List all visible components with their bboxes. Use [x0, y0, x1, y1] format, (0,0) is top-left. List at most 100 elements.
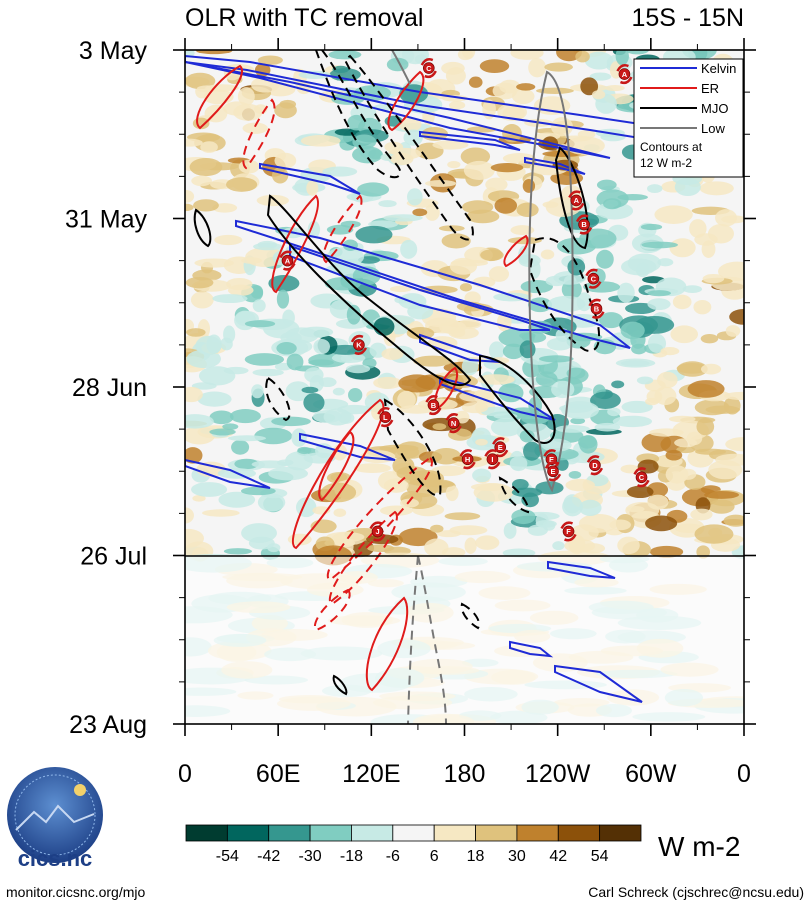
y-tick-label: 28 Jun	[72, 374, 147, 402]
tc-marker: K	[350, 334, 368, 355]
olr-cell	[200, 141, 218, 153]
low-frequency-contour	[407, 555, 419, 724]
mjo-contour	[265, 376, 291, 422]
olr-cell	[464, 291, 481, 305]
forecast-region	[185, 556, 744, 724]
olr-cell	[432, 140, 469, 150]
y-tick-label: 23 Aug	[69, 711, 147, 739]
olr-cell	[299, 326, 334, 338]
olr-cell	[641, 241, 678, 249]
tc-letter: J	[375, 527, 379, 536]
olr-cell	[708, 460, 743, 480]
olr-cell	[708, 499, 735, 514]
tc-letter: H	[465, 455, 470, 464]
olr-cell	[447, 160, 461, 169]
olr-cell	[185, 447, 203, 464]
olr-cell	[227, 435, 267, 442]
legend-label: ER	[701, 81, 719, 96]
olr-cell	[637, 459, 659, 474]
olr-cell	[234, 458, 259, 470]
olr-cell	[488, 341, 505, 360]
olr-cell	[580, 77, 599, 96]
olr-cell	[561, 401, 600, 420]
olr-cell	[499, 79, 521, 94]
tc-letter: C	[426, 64, 432, 73]
olr-cell	[332, 65, 350, 74]
olr-cell	[257, 55, 283, 65]
colorbar-unit: W m-2	[658, 831, 740, 862]
olr-cell	[218, 491, 256, 508]
tc-letter: L	[383, 413, 388, 422]
olr-cell	[647, 298, 671, 311]
olr-cell	[397, 390, 416, 409]
tc-marker: E	[492, 437, 509, 458]
tc-marker: C	[633, 467, 650, 488]
olr-cell	[522, 178, 536, 193]
tc-letter: E	[549, 455, 554, 464]
olr-cell	[670, 325, 699, 344]
low-frequency-contour	[417, 555, 447, 724]
tc-marker: B	[575, 214, 593, 235]
olr-cell	[665, 465, 689, 484]
olr-cell	[649, 428, 684, 437]
tc-marker: A	[279, 250, 296, 271]
x-tick-label: 0	[178, 760, 192, 788]
olr-cell	[464, 537, 477, 554]
olr-cell	[328, 50, 362, 60]
olr-cell	[723, 396, 741, 415]
olr-cell	[450, 327, 466, 338]
olr-cell	[193, 199, 219, 212]
olr-cell	[432, 423, 447, 430]
olr-cell	[444, 512, 481, 521]
olr-cell	[702, 273, 725, 284]
olr-cell	[677, 361, 708, 377]
olr-cell	[252, 299, 266, 313]
olr-cell	[669, 238, 696, 258]
olr-cell	[399, 498, 419, 508]
colorbar-swatch	[309, 824, 352, 842]
olr-cell	[725, 437, 744, 452]
olr-cell	[535, 87, 574, 94]
olr-cell	[583, 281, 621, 293]
olr-cell	[373, 317, 395, 336]
olr-cell	[565, 478, 595, 492]
olr-cell	[568, 471, 582, 479]
olr-cell	[276, 289, 290, 309]
olr-cell	[596, 179, 617, 191]
olr-cell	[223, 548, 252, 555]
olr-cell	[190, 291, 214, 309]
olr-cell	[185, 414, 214, 429]
olr-cell	[214, 234, 243, 246]
olr-cell	[347, 114, 366, 131]
olr-cell	[611, 380, 625, 389]
olr-cell	[607, 407, 621, 417]
colorbar-swatch	[557, 824, 601, 842]
tc-letter: N	[451, 419, 456, 428]
olr-cell	[226, 177, 258, 192]
colorbar-swatch	[599, 824, 642, 842]
colorbar-swatch	[475, 824, 518, 842]
olr-cell	[244, 353, 285, 366]
olr-cell	[251, 460, 288, 469]
olr-cell	[274, 152, 297, 169]
olr-cell	[198, 366, 236, 386]
olr-cell	[523, 441, 541, 461]
olr-cell	[194, 258, 235, 268]
olr-cell	[516, 202, 539, 218]
olr-cell	[185, 276, 214, 289]
logo-text: cics.nc	[18, 846, 93, 871]
olr-cell	[620, 464, 640, 474]
y-tick-label: 3 May	[79, 37, 148, 65]
olr-cell	[625, 50, 649, 55]
er-contour	[271, 194, 319, 294]
olr-cell	[253, 242, 283, 251]
region-label: 15S - 15N	[631, 4, 744, 32]
olr-cell	[468, 76, 483, 88]
mjo-contour	[314, 50, 402, 179]
olr-cell	[567, 258, 586, 276]
olr-cell	[274, 102, 297, 119]
olr-cell	[579, 499, 602, 516]
tc-letter: C	[591, 274, 597, 283]
kelvin-contour	[185, 61, 611, 159]
